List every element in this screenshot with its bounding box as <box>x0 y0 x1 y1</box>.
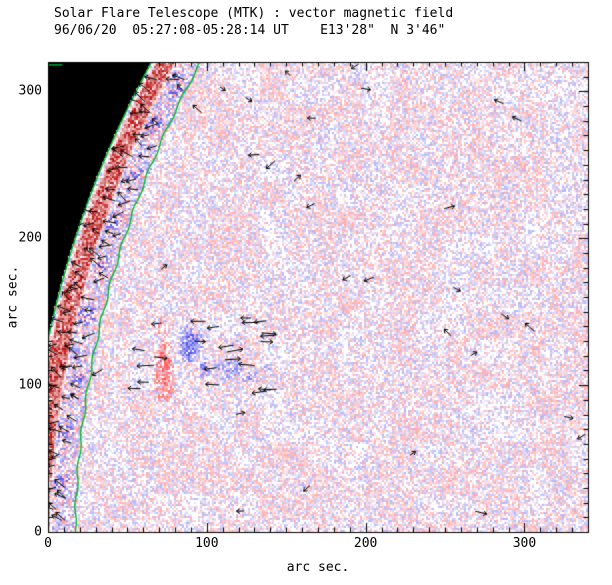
y-tick-label: 0 <box>34 524 42 540</box>
x-axis-label: arc sec. <box>286 560 350 575</box>
x-tick-label: 200 <box>353 536 378 551</box>
y-tick-label: 300 <box>18 83 42 99</box>
y-tick-label: 100 <box>18 377 42 393</box>
y-tick-label: 200 <box>18 230 42 246</box>
y-axis-label: arc sec. <box>5 265 21 329</box>
plot-title: Solar Flare Telescope (MTK) : vector mag… <box>54 6 454 21</box>
x-tick-label: 300 <box>512 536 537 551</box>
plot-subtitle: 96/06/20 05:27:08-05:28:14 UT E13'28" N … <box>54 23 446 38</box>
x-tick-label: 100 <box>195 536 219 551</box>
x-tick-label: 0 <box>44 536 52 551</box>
